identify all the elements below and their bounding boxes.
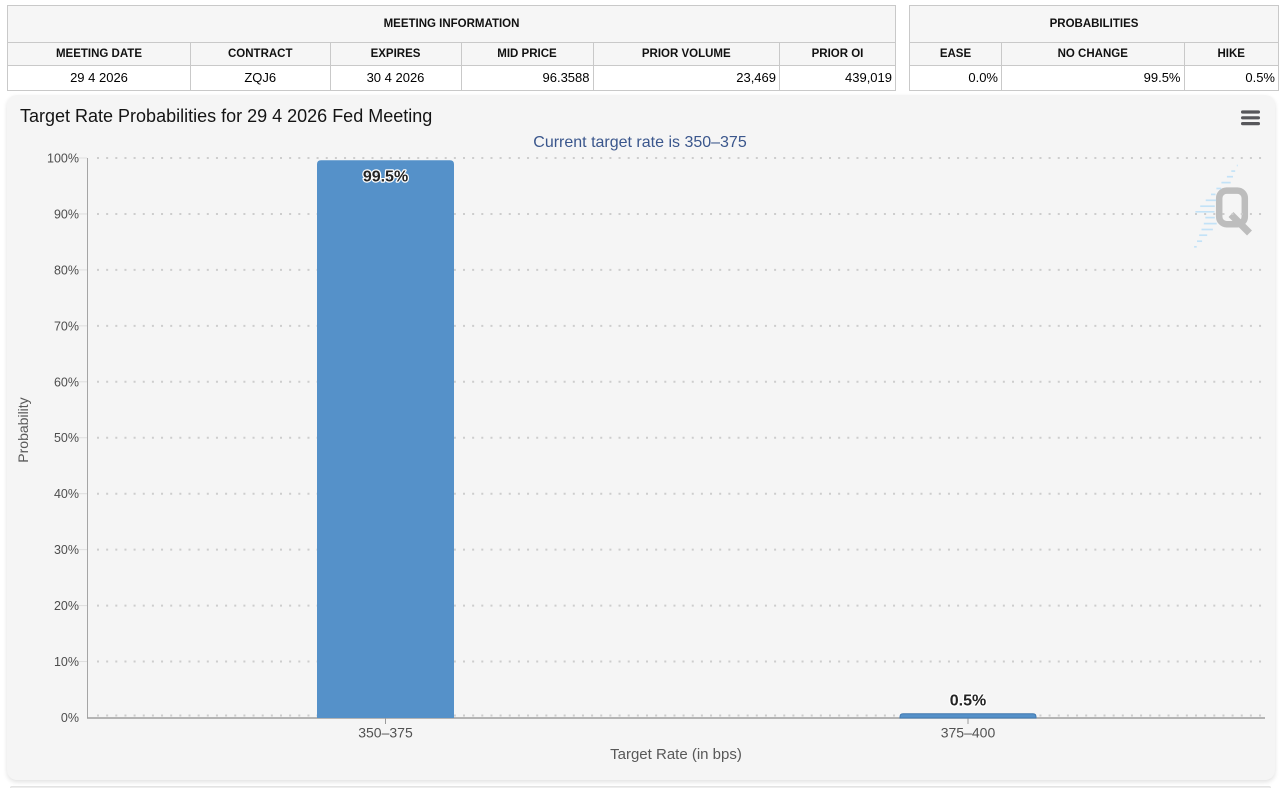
svg-text:20%: 20% [54,599,79,613]
svg-text:30%: 30% [54,543,79,557]
svg-text:0.5%: 0.5% [950,693,986,710]
svg-text:100%: 100% [47,152,79,166]
svg-text:50%: 50% [54,431,79,445]
svg-text:40%: 40% [54,487,79,501]
svg-text:80%: 80% [54,263,79,277]
svg-text:375–400: 375–400 [941,725,996,741]
svg-text:99.5%: 99.5% [363,169,408,186]
svg-text:60%: 60% [54,375,79,389]
svg-text:10%: 10% [54,655,79,669]
svg-text:Current target rate is 350–375: Current target rate is 350–375 [533,134,747,151]
svg-text:350–375: 350–375 [358,725,413,741]
svg-text:Target Rate Probabilities for: Target Rate Probabilities for 29 4 2026 … [20,106,432,126]
svg-text:70%: 70% [54,319,79,333]
svg-text:Target Rate (in bps): Target Rate (in bps) [610,746,742,763]
svg-text:0%: 0% [61,711,79,725]
svg-text:Probability: Probability [15,397,31,462]
svg-text:90%: 90% [54,208,79,222]
